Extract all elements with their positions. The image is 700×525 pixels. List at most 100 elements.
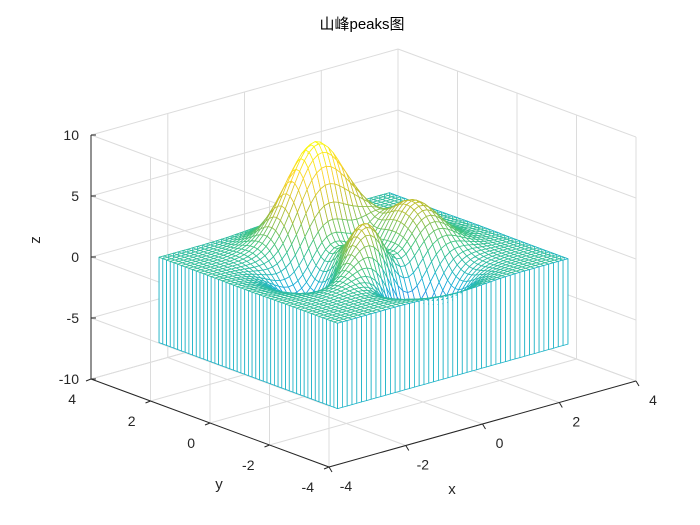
- curtain-left: [184, 266, 190, 355]
- curtain-left: [299, 309, 305, 397]
- curtain-left: [281, 302, 287, 390]
- curtain-front: [543, 263, 550, 352]
- curtain-left: [221, 280, 227, 368]
- curtain-left: [169, 260, 175, 349]
- curtain-front: [452, 292, 458, 377]
- curtain-front: [423, 298, 430, 385]
- y-tick-label: 0: [187, 435, 195, 451]
- curtain-front: [490, 279, 497, 367]
- curtain-front: [370, 312, 377, 400]
- curtain-left: [236, 286, 242, 374]
- curtain-left: [199, 271, 205, 360]
- curtain-left: [244, 288, 249, 377]
- curtain-left: [251, 291, 257, 379]
- y-tick-label: 4: [68, 391, 76, 407]
- curtain-left: [307, 311, 313, 400]
- left-wall-grid-line: [90, 317, 330, 407]
- curtain-left: [166, 259, 171, 348]
- curtain-left: [322, 317, 327, 405]
- curtain-front: [380, 309, 387, 398]
- curtain-front: [337, 321, 343, 410]
- curtain-left: [296, 307, 301, 396]
- curtain-front: [562, 258, 569, 346]
- x-tick-label: -2: [417, 457, 430, 473]
- curtain-front: [399, 304, 406, 392]
- curtain-front: [457, 290, 463, 376]
- curtain-front: [447, 293, 454, 379]
- curtain-left: [240, 287, 246, 375]
- curtain-front: [385, 307, 391, 396]
- curtain-front: [557, 259, 564, 348]
- curtain-left: [259, 294, 264, 382]
- curtain-front: [442, 294, 449, 380]
- curtain-left: [311, 313, 316, 401]
- curtain-front: [433, 296, 439, 383]
- curtain-left: [292, 306, 298, 394]
- curtain-left: [177, 263, 182, 352]
- curtain-front: [519, 270, 526, 359]
- tick-labels: -4 -2 0 2 4 -4 -2 0 2 4 -10 -5 0 5 10: [59, 127, 657, 495]
- curtain-front: [533, 266, 540, 355]
- y-tick-label: -2: [242, 457, 255, 473]
- y-tick-mark: [85, 378, 92, 382]
- curtain-front: [529, 267, 535, 356]
- curtain-left: [277, 300, 283, 389]
- curtain-left: [218, 278, 223, 367]
- curtain-front: [514, 271, 521, 360]
- curtain-front: [509, 273, 516, 361]
- curtain-front: [476, 284, 482, 371]
- y-tick-label: 2: [128, 413, 136, 429]
- curtain-front: [495, 277, 502, 365]
- surface-mesh: [158, 141, 569, 410]
- y-tick-mark: [323, 466, 330, 470]
- back-wall-grid-line: [90, 109, 399, 197]
- curtain-front: [466, 287, 473, 373]
- curtain-front: [404, 302, 411, 391]
- x-tick-label: 2: [572, 414, 580, 430]
- curtain-front: [346, 318, 353, 407]
- curtain-left: [233, 284, 238, 372]
- curtain-left: [255, 292, 260, 381]
- curtain-front: [418, 299, 425, 387]
- curtain-left: [314, 314, 320, 403]
- curtain-left: [162, 258, 168, 346]
- curtain-front: [481, 282, 487, 369]
- curtain-front: [548, 262, 554, 350]
- axes: [85, 134, 640, 473]
- curtain-left: [326, 318, 331, 407]
- floor-grid-line: [269, 358, 577, 446]
- right-wall-grid-line: [397, 170, 637, 260]
- curtain-left: [225, 281, 231, 370]
- curtain-left: [173, 262, 179, 350]
- z-tick-label: 0: [71, 249, 79, 265]
- z-tick-label: -5: [67, 310, 80, 326]
- curtain-left: [288, 304, 294, 393]
- x-tick-label: -4: [340, 478, 353, 494]
- z-axis-label: z: [27, 236, 44, 244]
- curtain-front: [413, 300, 420, 388]
- y-tick-mark: [145, 400, 151, 404]
- back-wall-grid-line: [90, 48, 399, 136]
- curtain-front: [461, 289, 468, 375]
- curtain-front: [361, 314, 367, 403]
- curtain-left: [270, 298, 275, 386]
- curtain-front: [500, 276, 506, 364]
- curtain-left: [318, 315, 324, 404]
- curtain-left: [266, 296, 272, 385]
- curtain-front: [485, 281, 492, 368]
- curtain-front: [375, 310, 382, 399]
- curtain-front: [409, 301, 415, 389]
- z-tick-label: 5: [71, 188, 79, 204]
- x-tick-mark: [558, 402, 563, 408]
- curtain-left: [207, 274, 212, 363]
- curtain-front: [538, 265, 545, 353]
- z-tick-label: -10: [59, 371, 79, 387]
- curtain-left: [262, 295, 268, 383]
- curtain-left: [214, 277, 220, 366]
- curtain-left: [329, 320, 335, 408]
- curtain-front: [341, 320, 348, 408]
- curtain-left: [210, 276, 216, 364]
- right-wall-grid-line: [397, 109, 637, 199]
- x-tick-mark: [405, 445, 410, 451]
